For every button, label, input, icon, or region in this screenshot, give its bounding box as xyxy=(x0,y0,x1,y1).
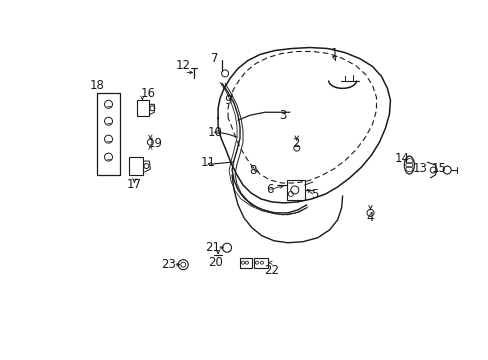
Text: 15: 15 xyxy=(431,162,446,175)
Bar xyxy=(137,100,149,116)
Text: 10: 10 xyxy=(207,126,222,139)
Text: 18: 18 xyxy=(90,79,105,92)
Bar xyxy=(96,93,120,175)
Bar xyxy=(240,258,251,268)
Text: 14: 14 xyxy=(394,152,409,165)
Text: 9: 9 xyxy=(224,94,231,107)
Text: 19: 19 xyxy=(147,137,163,150)
Text: 4: 4 xyxy=(366,211,373,224)
Bar xyxy=(253,258,267,268)
Text: 12: 12 xyxy=(175,59,190,72)
Text: 16: 16 xyxy=(141,87,156,100)
Text: 6: 6 xyxy=(265,184,273,197)
Text: 3: 3 xyxy=(279,109,286,122)
Text: 20: 20 xyxy=(207,256,222,269)
Text: 5: 5 xyxy=(310,188,318,202)
Text: 13: 13 xyxy=(412,162,427,175)
Text: 11: 11 xyxy=(200,156,215,168)
Text: 1: 1 xyxy=(330,47,338,60)
Text: 8: 8 xyxy=(249,163,256,176)
Text: 23: 23 xyxy=(161,258,175,271)
Bar xyxy=(286,180,304,200)
Text: 22: 22 xyxy=(264,264,279,277)
Text: 2: 2 xyxy=(291,137,299,150)
Bar xyxy=(129,157,143,175)
Text: 21: 21 xyxy=(205,241,220,254)
Text: 7: 7 xyxy=(211,52,219,65)
Text: 17: 17 xyxy=(127,179,142,192)
